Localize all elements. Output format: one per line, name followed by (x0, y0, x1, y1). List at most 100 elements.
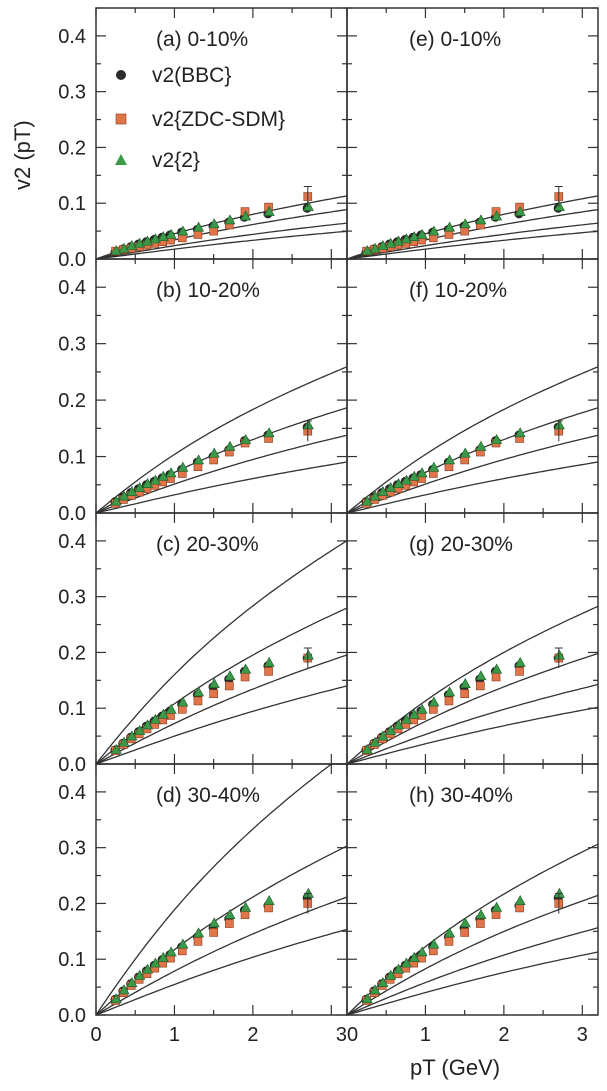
point-v2-2 (514, 656, 526, 667)
point-v2-2 (165, 946, 177, 957)
point-v2-2 (263, 205, 275, 216)
x-axis-label: pT (GeV) (410, 1055, 500, 1080)
x-tick-label: 2 (247, 1024, 258, 1046)
point-v2-2 (224, 440, 236, 451)
point-v2-2 (263, 427, 275, 438)
point-v2-2 (193, 927, 205, 938)
panel-g: (g) 20-30% (346, 512, 599, 765)
point-zdc-sdm (444, 230, 454, 239)
point-zdc-sdm (225, 919, 234, 928)
point-v2-2 (240, 663, 252, 674)
point-v2-2 (400, 713, 412, 724)
panel-title: (a) 0-10% (156, 28, 248, 51)
point-v2-2 (126, 730, 138, 741)
point-zdc-sdm (476, 681, 485, 691)
point-v2-2 (444, 221, 456, 232)
point-zdc-sdm (428, 705, 438, 714)
theory-curve (346, 222, 599, 260)
point-zdc-sdm (209, 928, 218, 937)
y-axis-label: v2 (pT) (10, 120, 35, 190)
point-v2-2 (475, 440, 487, 451)
point-zdc-sdm (515, 903, 524, 913)
panel-title: (b) 10-20% (156, 279, 260, 302)
theory-curve (346, 434, 599, 514)
error-bar (554, 420, 563, 442)
point-zdc-sdm (444, 696, 454, 706)
point-v2-2 (475, 908, 487, 919)
y-tick-label: 0.1 (58, 698, 86, 720)
error-bar (303, 185, 312, 207)
y-tick-label: 0.0 (58, 249, 86, 271)
theory-curve (95, 763, 347, 1016)
point-zdc-sdm (460, 226, 469, 236)
point-v2-2 (165, 467, 177, 478)
panel-b: 0.0 0.1 0.2 0.3 0.4 (b) 10-20% (58, 258, 348, 525)
x-tick-label: 0 (90, 1024, 101, 1046)
point-v2-2 (459, 218, 471, 229)
point-v2-2 (110, 495, 122, 506)
point-v2-2 (553, 419, 565, 430)
point-v2-2 (149, 474, 161, 485)
panel-a: 0.0 0.1 0.2 0.3 0.4 (a) 0-10% (58, 7, 348, 271)
point-v2-2 (126, 485, 138, 496)
point-v2-2 (149, 233, 161, 244)
point-v2-2 (134, 481, 146, 492)
point-zdc-sdm (491, 672, 501, 682)
legend-marker-triangle (115, 154, 127, 165)
point-v2-2 (142, 963, 154, 974)
point-v2-2 (444, 927, 456, 938)
point-v2-2 (553, 649, 565, 660)
point-v2-2 (385, 237, 397, 248)
point-v2-2 (110, 993, 122, 1004)
point-v2-2 (514, 895, 526, 905)
point-v2-2 (444, 454, 456, 465)
y-tick-label: 0.3 (58, 838, 86, 860)
point-v2-2 (134, 237, 146, 248)
point-v2-2 (240, 901, 252, 912)
point-v2-2 (302, 887, 314, 898)
y-tick-label: 0.2 (58, 893, 86, 915)
point-v2-2 (126, 977, 138, 987)
point-v2-2 (416, 946, 428, 957)
point-v2-2 (475, 670, 487, 681)
point-zdc-sdm (460, 689, 469, 699)
theory-curve (346, 894, 599, 1016)
theory-curve (95, 366, 348, 514)
point-v2-2 (393, 963, 405, 974)
panel-title: (e) 0-10% (409, 28, 501, 51)
point-v2-2 (134, 969, 146, 980)
point-zdc-sdm (264, 903, 273, 913)
point-v2-2 (393, 235, 405, 246)
point-v2-2 (263, 895, 275, 905)
point-v2-2 (224, 670, 236, 681)
point-v2-2 (408, 231, 420, 241)
y-tick-label: 0.3 (58, 334, 86, 356)
error-bar (554, 185, 563, 207)
point-zdc-sdm (515, 667, 524, 676)
point-v2-2 (416, 703, 428, 714)
theory-curve (95, 230, 348, 260)
point-v2-2 (177, 938, 189, 949)
y-tick-label: 0.4 (58, 277, 86, 299)
point-v2-2 (142, 235, 154, 246)
panel-title: (g) 20-30% (409, 533, 513, 556)
point-v2-2 (165, 703, 177, 714)
point-v2-2 (400, 233, 412, 244)
point-v2-2 (385, 724, 397, 735)
point-v2-2 (400, 474, 412, 485)
y-tick-label: 0.0 (58, 1005, 86, 1027)
point-v2-2 (408, 708, 420, 719)
y-tick-label: 0.1 (58, 447, 86, 469)
point-v2-2 (428, 938, 440, 949)
point-v2-2 (208, 678, 220, 688)
point-v2-2 (514, 427, 526, 438)
point-v2-2 (302, 200, 314, 211)
point-v2-2 (177, 461, 189, 472)
point-v2-2 (165, 228, 177, 239)
y-tick-label: 0.4 (58, 531, 86, 553)
x-tick-label: 2 (498, 1024, 509, 1046)
legend-label: v2{ZDC-SDM} (152, 108, 285, 131)
point-zdc-sdm (193, 230, 203, 239)
legend-label: v2(BBC} (152, 64, 231, 87)
